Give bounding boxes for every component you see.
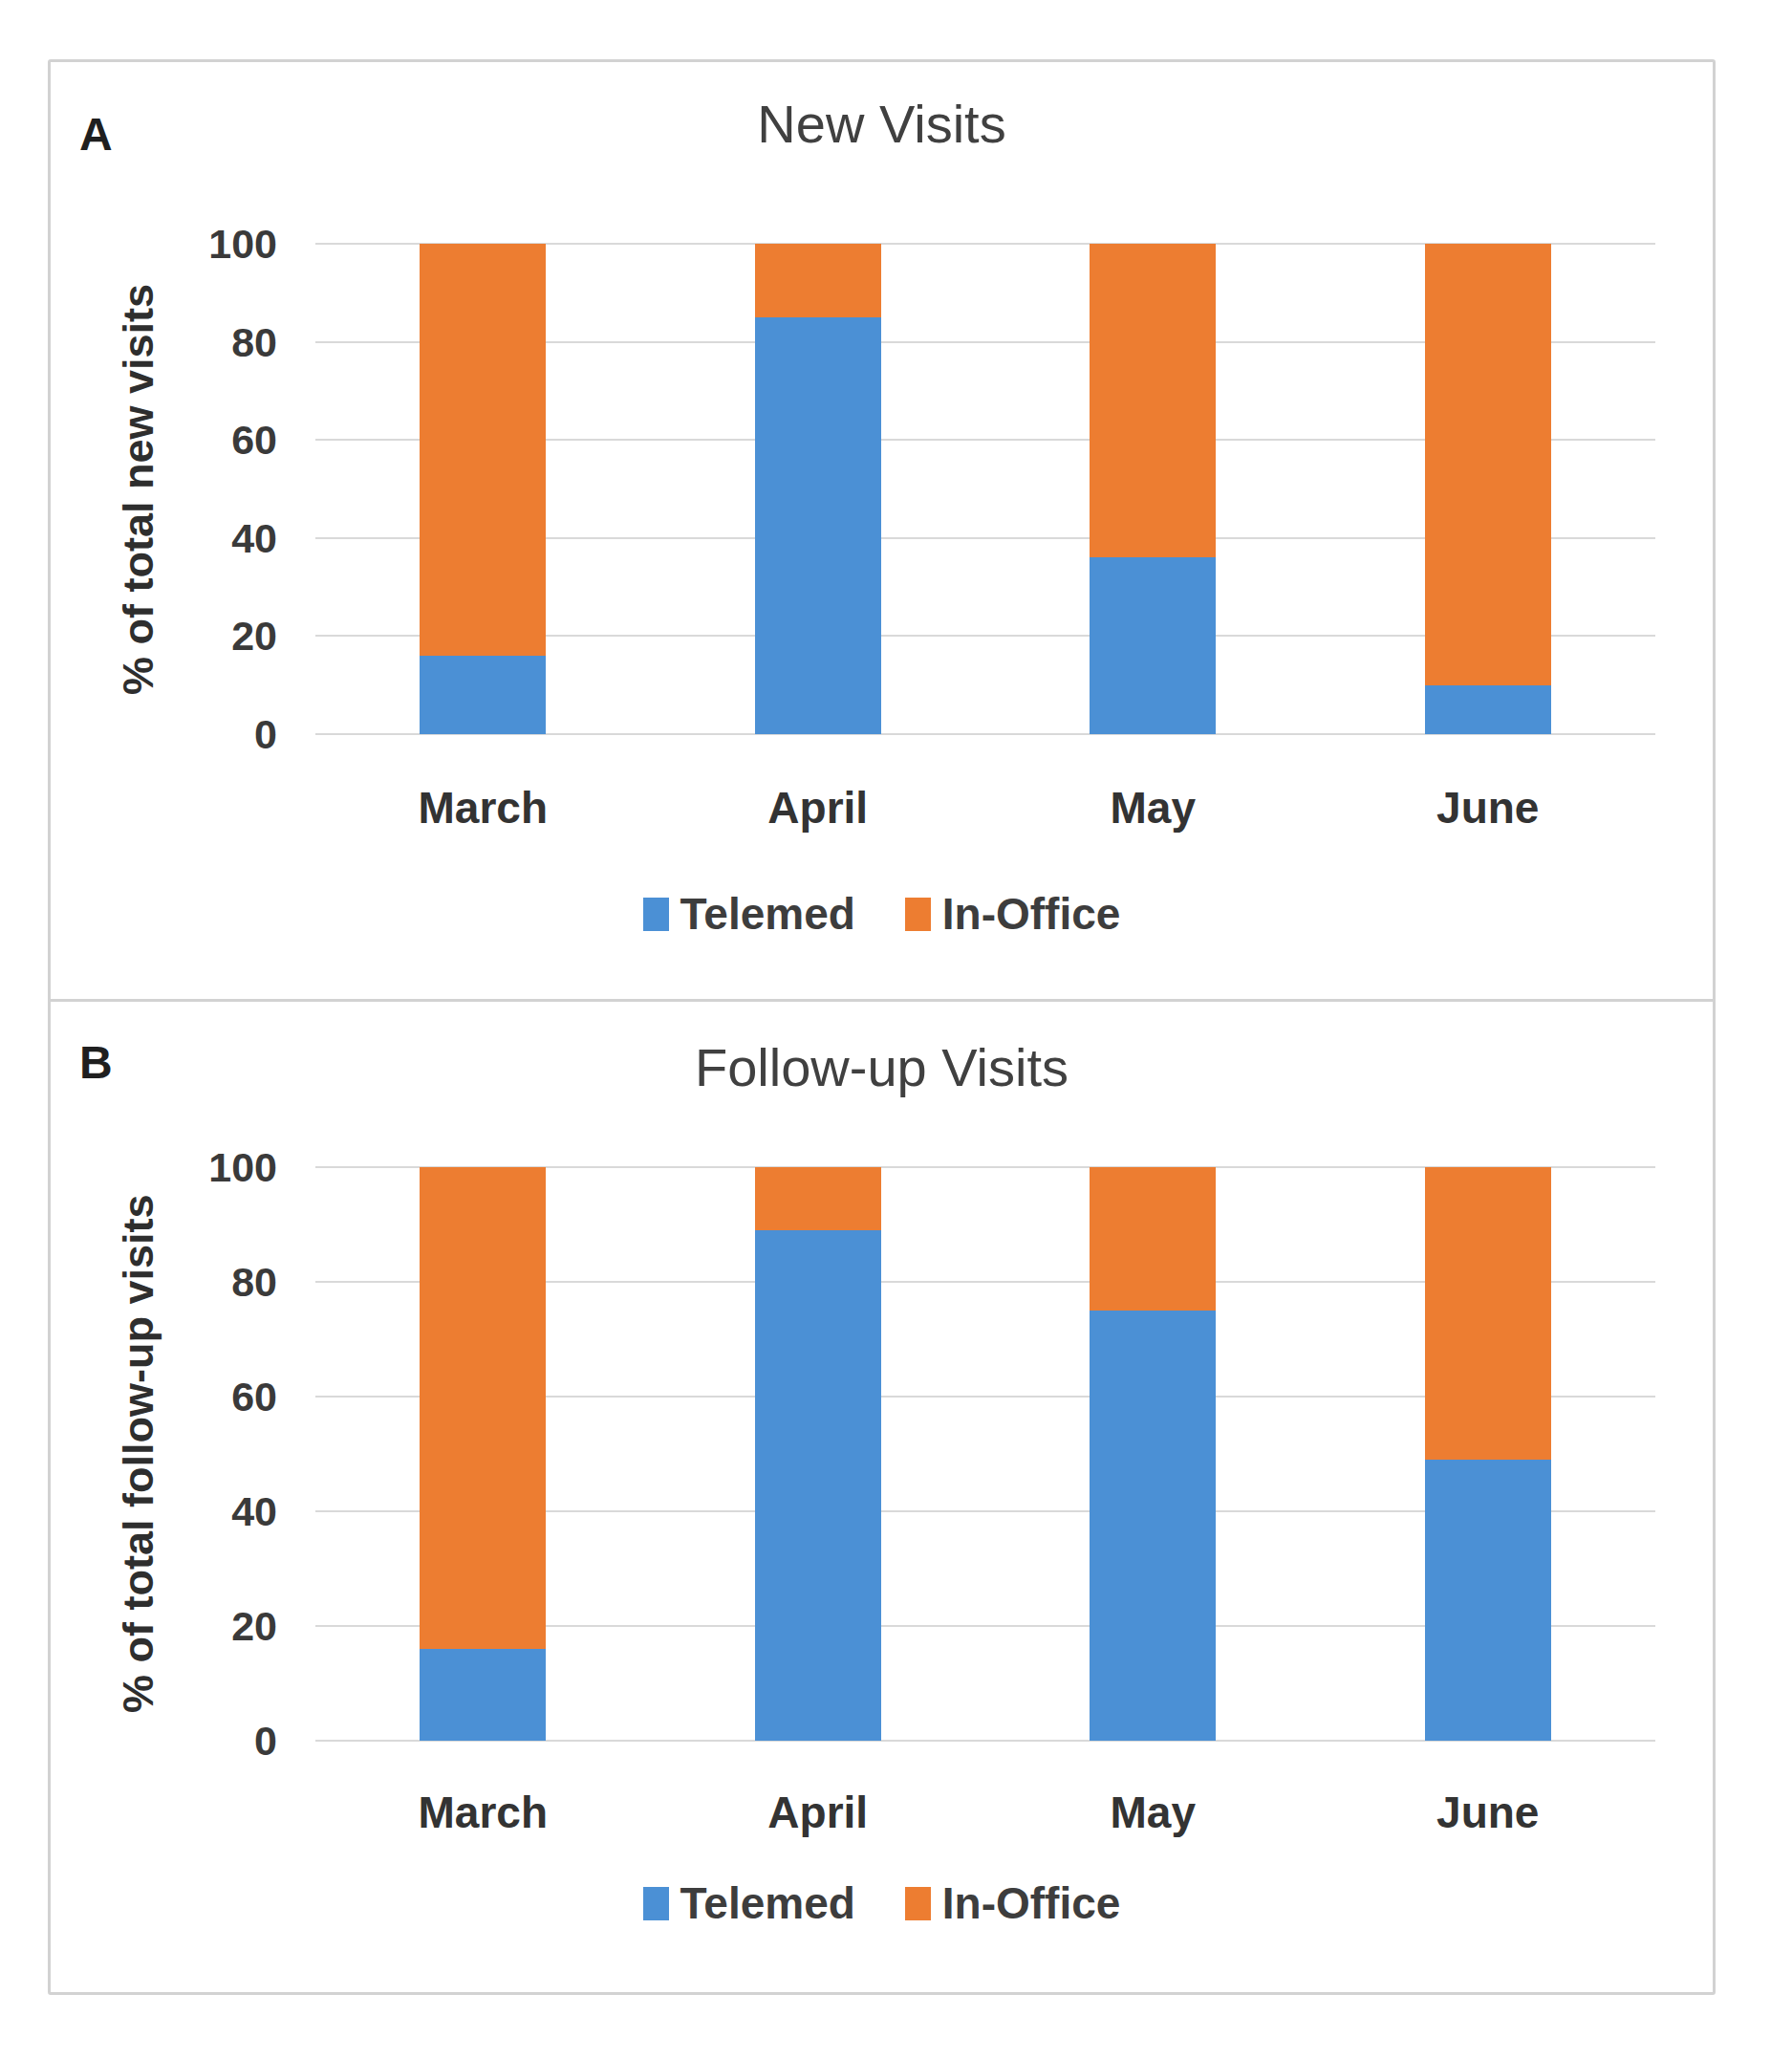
bar-segment-telemed-march	[420, 1649, 546, 1741]
legend-item-telemed: Telemed	[643, 892, 855, 936]
legend-label-telemed: Telemed	[680, 892, 855, 936]
legend-follow-up-visits: Telemed In-Office	[51, 1881, 1713, 1925]
bar-segment-telemed-june	[1425, 685, 1551, 734]
y-tick-label-40: 40	[143, 1491, 277, 1532]
y-tick-label-100: 100	[143, 1147, 277, 1188]
bar-stack-april	[755, 244, 881, 734]
y-axis-title-follow-up-visits: % of total follow-up visits	[106, 1167, 171, 1741]
bar-stack-june	[1425, 244, 1551, 734]
x-tick-label-may: May	[985, 786, 1321, 830]
bar-stack-march	[420, 244, 546, 734]
legend-swatch-telemed	[643, 898, 669, 931]
bar-segment-telemed-april	[755, 1230, 881, 1741]
bar-slot-may	[985, 244, 1321, 734]
bars-layer	[315, 244, 1655, 734]
y-tick-label-60: 60	[143, 1376, 277, 1418]
x-tick-label-april: April	[651, 786, 986, 830]
legend-label-in-office: In-Office	[942, 1881, 1121, 1925]
bar-slot-june	[1321, 244, 1656, 734]
plot-area-new-visits: 020406080100	[315, 244, 1655, 734]
x-tick-label-march: March	[315, 1790, 651, 1834]
bar-slot-april	[651, 1167, 986, 1741]
bar-segment-in-office-march	[420, 1167, 546, 1649]
bar-slot-june	[1321, 1167, 1656, 1741]
y-tick-label-80: 80	[143, 1262, 277, 1303]
bar-stack-may	[1090, 1167, 1216, 1741]
figure-page: A New Visits % of total new visits 02040…	[0, 0, 1792, 2059]
x-axis-labels-new-visits: MarchAprilMayJune	[315, 786, 1655, 830]
panel-follow-up-visits: B Follow-up Visits % of total follow-up …	[51, 1002, 1713, 1992]
bar-segment-telemed-may	[1090, 557, 1216, 734]
x-tick-label-march: March	[315, 786, 651, 830]
legend-item-in-office: In-Office	[905, 1881, 1121, 1925]
y-tick-label-40: 40	[143, 517, 277, 558]
bar-slot-march	[315, 1167, 651, 1741]
legend-item-in-office: In-Office	[905, 892, 1121, 936]
bar-segment-in-office-june	[1425, 244, 1551, 685]
bar-stack-april	[755, 1167, 881, 1741]
chart-title-follow-up-visits: Follow-up Visits	[51, 1038, 1713, 1097]
x-axis-labels-follow-up-visits: MarchAprilMayJune	[315, 1790, 1655, 1834]
bar-segment-in-office-may	[1090, 244, 1216, 557]
bar-stack-june	[1425, 1167, 1551, 1741]
legend-new-visits: Telemed In-Office	[51, 892, 1713, 936]
y-tick-label-0: 0	[143, 1721, 277, 1762]
chart-title-new-visits: New Visits	[51, 95, 1713, 154]
bar-segment-in-office-april	[755, 1167, 881, 1230]
bar-stack-march	[420, 1167, 546, 1741]
y-tick-label-0: 0	[143, 714, 277, 755]
panel-new-visits: A New Visits % of total new visits 02040…	[51, 62, 1713, 1002]
bar-segment-telemed-may	[1090, 1311, 1216, 1741]
y-tick-label-20: 20	[143, 616, 277, 657]
bar-segment-in-office-march	[420, 244, 546, 656]
legend-swatch-in-office	[905, 898, 931, 931]
bar-segment-telemed-march	[420, 656, 546, 734]
x-tick-label-may: May	[985, 1790, 1321, 1834]
bar-segment-in-office-april	[755, 244, 881, 317]
bar-slot-may	[985, 1167, 1321, 1741]
bar-slot-march	[315, 244, 651, 734]
x-tick-label-april: April	[651, 1790, 986, 1834]
plot-area-follow-up-visits: 020406080100	[315, 1167, 1655, 1741]
legend-swatch-in-office	[905, 1887, 931, 1920]
bar-stack-may	[1090, 244, 1216, 734]
legend-label-in-office: In-Office	[942, 892, 1121, 936]
bar-segment-telemed-june	[1425, 1460, 1551, 1741]
y-tick-label-100: 100	[143, 224, 277, 265]
bar-segment-in-office-june	[1425, 1167, 1551, 1460]
y-tick-label-60: 60	[143, 420, 277, 461]
y-tick-label-20: 20	[143, 1606, 277, 1647]
bar-segment-telemed-april	[755, 317, 881, 734]
bar-segment-in-office-may	[1090, 1167, 1216, 1311]
bars-layer	[315, 1167, 1655, 1741]
legend-label-telemed: Telemed	[680, 1881, 855, 1925]
legend-swatch-telemed	[643, 1887, 669, 1920]
y-axis-title-new-visits: % of total new visits	[106, 244, 171, 734]
legend-item-telemed: Telemed	[643, 1881, 855, 1925]
x-tick-label-june: June	[1321, 1790, 1656, 1834]
bar-slot-april	[651, 244, 986, 734]
figure-frame: A New Visits % of total new visits 02040…	[48, 59, 1716, 1995]
x-tick-label-june: June	[1321, 786, 1656, 830]
y-tick-label-80: 80	[143, 321, 277, 362]
